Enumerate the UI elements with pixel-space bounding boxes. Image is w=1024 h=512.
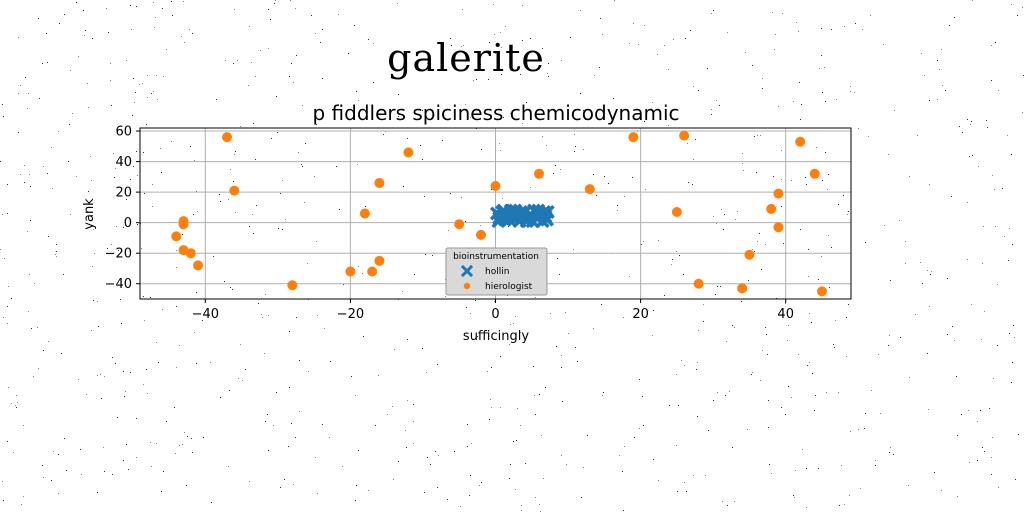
series-hierologist — [171, 130, 827, 297]
hierologist-point — [744, 249, 755, 260]
legend-box — [445, 247, 548, 296]
y-tick-label: −20 — [105, 247, 132, 262]
legend-label-hollin: hollin — [485, 267, 509, 277]
chart-title: p fiddlers spiciness chemicodynamic — [312, 101, 679, 125]
x-axis-label: sufficingly — [463, 329, 529, 344]
hierologist-point — [773, 188, 784, 199]
y-tick-label: 40 — [115, 155, 132, 170]
y-tick-label: 60 — [115, 125, 132, 140]
y-tick-label: 20 — [115, 186, 132, 201]
hollin-point — [494, 209, 509, 224]
hierologist-point — [671, 206, 682, 217]
hollin-point — [505, 208, 520, 223]
x-tick-label: −20 — [337, 307, 364, 322]
hierologist-point — [475, 229, 486, 240]
hierologist-point — [374, 177, 385, 188]
y-axis-label: yank — [82, 198, 97, 230]
plot-frame — [139, 127, 852, 300]
hierologist-point — [178, 219, 189, 230]
hierologist-point — [454, 219, 465, 230]
hierologist-point — [171, 231, 182, 242]
hierologist-point — [737, 283, 748, 294]
hierologist-point — [628, 132, 639, 143]
hierologist-point — [193, 260, 204, 271]
hierologist-point — [222, 132, 233, 143]
legend: bioinstrumentation hollin hierologist — [445, 247, 548, 296]
hierologist-point — [359, 208, 370, 219]
hierologist-point — [816, 286, 827, 297]
hierologist-point — [766, 203, 777, 214]
hierologist-point — [374, 255, 385, 266]
hierologist-point — [773, 222, 784, 233]
legend-label-hierologist: hierologist — [485, 282, 533, 292]
hierologist-point — [679, 130, 690, 141]
hierologist-point — [584, 184, 595, 195]
hierologist-point — [809, 168, 820, 179]
figure-title: galerite — [387, 36, 545, 80]
x-tick-label: 40 — [777, 307, 794, 322]
hierologist-point — [178, 245, 189, 256]
hollin-point — [534, 208, 549, 223]
hierologist-point — [345, 266, 356, 277]
hierologist-point — [403, 147, 414, 158]
hierologist-point — [490, 181, 501, 192]
legend-title: bioinstrumentation — [453, 252, 539, 262]
hierologist-point — [693, 278, 704, 289]
y-tick-label: 0 — [124, 216, 132, 231]
hierologist-point — [367, 266, 378, 277]
x-tick-label: 0 — [491, 307, 499, 322]
x-tick-label: 20 — [632, 307, 649, 322]
series-hollin — [489, 203, 555, 229]
x-tick-label: −40 — [192, 307, 219, 322]
hierologist-point — [795, 136, 806, 147]
legend-marker-hollin — [460, 264, 474, 278]
hierologist-point — [287, 280, 298, 291]
hierologist-point — [534, 168, 545, 179]
legend-marker-hierologist — [463, 282, 471, 290]
axis-ticks: −40 −20 0 20 40 −40 −20 0 20 40 60 — [105, 125, 794, 322]
hierologist-point — [229, 185, 240, 196]
hollin-point — [522, 209, 537, 224]
y-tick-label: −40 — [105, 277, 132, 292]
